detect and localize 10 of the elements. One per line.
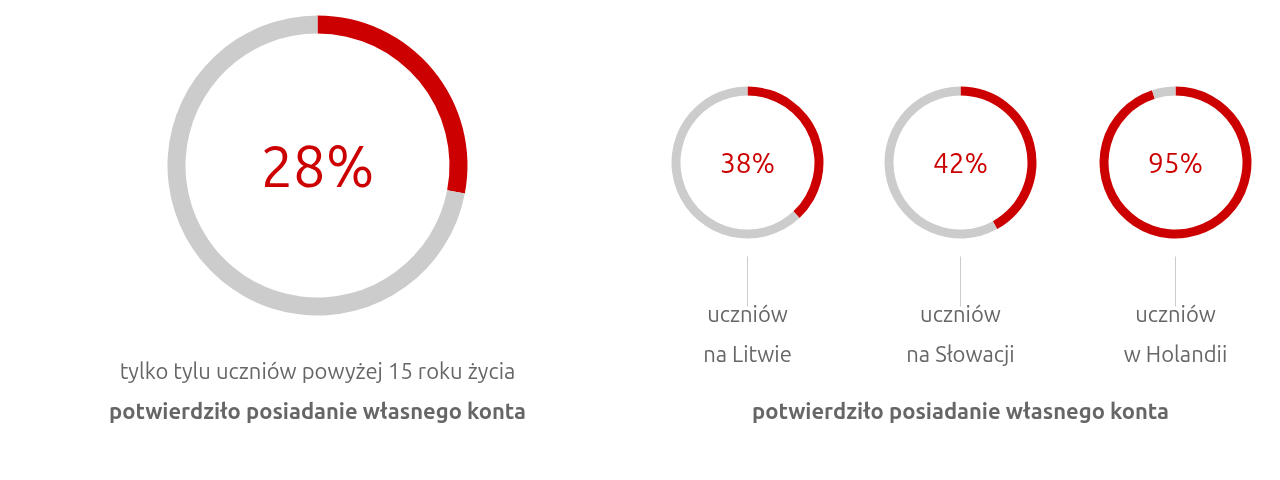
text: tylko tylu uczniów powyżej 15 roku życia <box>119 358 516 383</box>
text: potwierdziło posiadanie własnego konta <box>109 398 526 423</box>
text: 28% <box>260 133 375 198</box>
text: uczniów na Słowacji <box>906 301 1015 366</box>
text: 95% <box>1147 147 1204 178</box>
text: uczniów w Holandii <box>1123 301 1228 366</box>
text: uczniów na Litwie <box>703 301 792 366</box>
text: 38% <box>719 147 776 178</box>
text: potwierdziło posiadanie własnego konta <box>752 398 1169 423</box>
text: 42% <box>932 147 989 178</box>
